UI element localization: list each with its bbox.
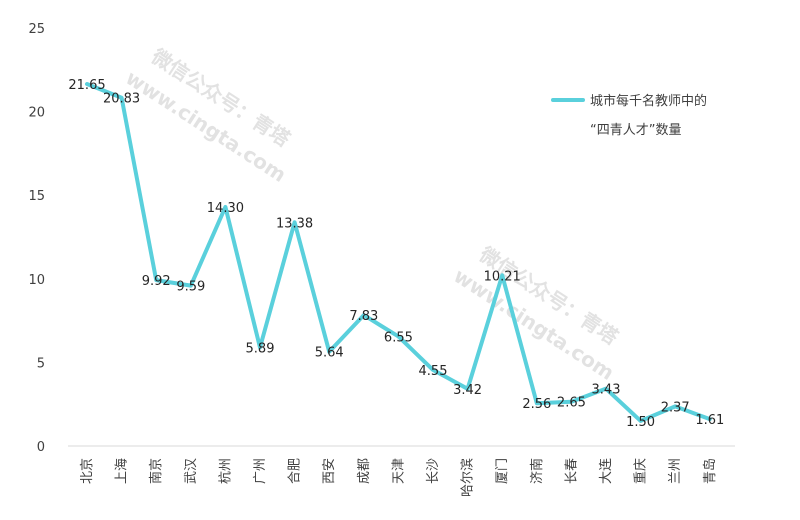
- x-tick-label: 合肥: [288, 458, 303, 484]
- x-tick-label: 上海: [115, 458, 130, 484]
- x-tick-label: 北京: [80, 458, 95, 484]
- x-tick-label: 哈尔滨: [460, 458, 476, 497]
- data-label: 7.83: [349, 309, 378, 324]
- watermark: 微信公众号：青塔 www.cingta.com 微信公众号：青塔 www.cin…: [121, 44, 623, 385]
- x-tick-label: 青岛: [702, 458, 718, 484]
- data-label: 3.42: [453, 383, 482, 398]
- x-tick-label: 大连: [598, 458, 614, 484]
- legend-label-line1: 城市每千名教师中的: [590, 93, 707, 109]
- data-label: 5.89: [246, 342, 275, 357]
- x-tick-label: 杭州: [218, 458, 233, 484]
- x-tick-label: 长春: [564, 458, 579, 484]
- data-label: 1.50: [626, 415, 655, 430]
- data-label: 5.64: [315, 346, 344, 361]
- series-line: [85, 82, 712, 423]
- data-label: 20.83: [103, 92, 140, 107]
- x-tick-label: 长沙: [426, 458, 441, 484]
- y-tick-label: 20: [28, 106, 45, 121]
- y-tick-label: 5: [37, 356, 45, 371]
- data-label: 9.59: [176, 280, 205, 295]
- data-label: 2.65: [557, 396, 586, 411]
- data-label: 21.65: [68, 78, 105, 93]
- data-label: 14.30: [207, 201, 244, 216]
- data-label: 1.61: [695, 413, 724, 428]
- legend-label-line2: “四青人才”数量: [590, 123, 681, 138]
- data-label: 13.38: [276, 216, 313, 231]
- x-tick-label: 济南: [529, 458, 545, 484]
- data-label: 2.56: [522, 397, 551, 412]
- x-tick-label: 天津: [391, 458, 406, 484]
- data-label: 4.55: [419, 364, 448, 379]
- x-tick-label: 武汉: [184, 458, 199, 484]
- x-tick-label: 重庆: [633, 458, 649, 484]
- data-label: 10.21: [484, 269, 521, 284]
- data-label: 2.37: [661, 400, 690, 415]
- y-tick-label: 25: [28, 22, 45, 37]
- x-tick-label: 西安: [322, 458, 337, 484]
- x-tick-label: 兰州: [668, 458, 683, 484]
- data-label: 9.92: [142, 274, 171, 289]
- data-label: 6.55: [384, 330, 413, 345]
- x-tick-label: 厦门: [495, 458, 510, 484]
- legend: 城市每千名教师中的 “四青人才”数量: [551, 93, 707, 138]
- y-tick-label: 15: [28, 189, 45, 204]
- x-tick-label: 广州: [253, 458, 268, 484]
- x-tick-label: 成都: [357, 458, 372, 484]
- y-tick-label: 0: [37, 440, 45, 455]
- data-label: 3.43: [592, 383, 621, 398]
- x-tick-label: 南京: [148, 458, 164, 484]
- x-axis-ticks: 北京 上海 南京 武汉 杭州 广州 合肥 西安 成都 天津 长沙 哈尔滨 厦门 济南 长春 大连 重庆 兰州 青岛: [80, 458, 718, 497]
- y-tick-label: 10: [28, 273, 45, 288]
- y-axis-ticks: 0 5 10 15 20 25: [28, 22, 45, 455]
